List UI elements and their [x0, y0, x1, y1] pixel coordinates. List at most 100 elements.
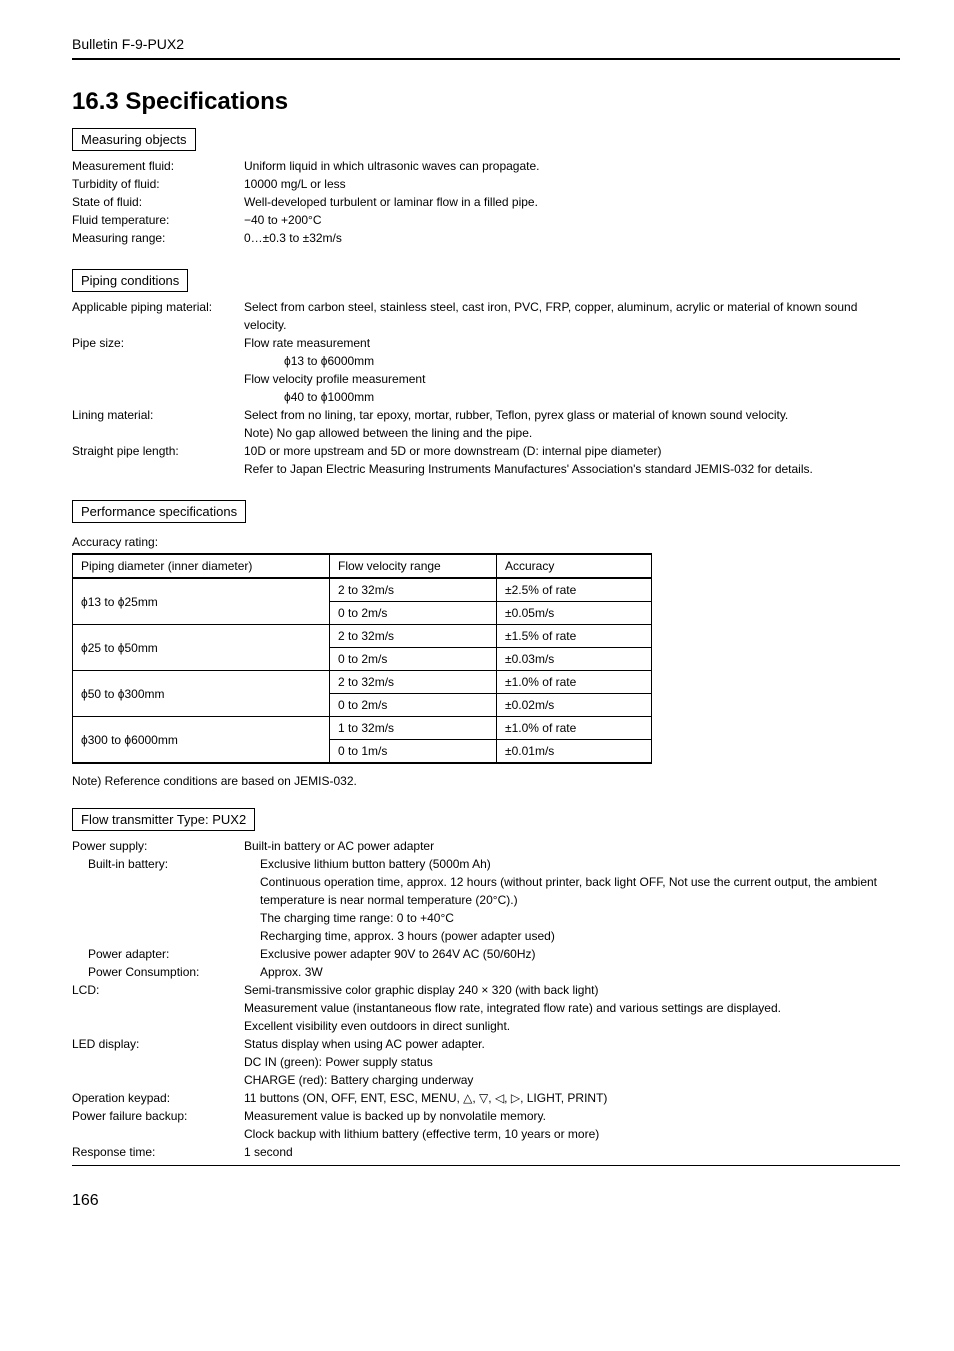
spec-value: Status display when using AC power adapt…: [244, 1035, 900, 1089]
table-cell: 0 to 2m/s: [330, 694, 497, 717]
spec-value-line: Select from no lining, tar epoxy, mortar…: [244, 406, 900, 424]
accuracy-heading: Accuracy rating:: [72, 535, 900, 549]
spec-value-line: Exclusive lithium button battery (5000m …: [260, 855, 900, 873]
spec-row: LED display:Status display when using AC…: [72, 1035, 900, 1089]
spec-value: 1 second: [244, 1143, 900, 1161]
spec-value: Measurement value is backed up by nonvol…: [244, 1107, 900, 1143]
spec-value-line: Measurement value is backed up by nonvol…: [244, 1107, 900, 1125]
spec-row: Power Consumption:Approx. 3W: [72, 963, 900, 981]
spec-value: Exclusive lithium button battery (5000m …: [260, 855, 900, 945]
spec-value-line: Note) No gap allowed between the lining …: [244, 424, 900, 442]
table-cell: ±1.0% of rate: [497, 671, 652, 694]
spec-label: Straight pipe length:: [72, 442, 244, 460]
spec-value-line: Excellent visibility even outdoors in di…: [244, 1017, 900, 1035]
spec-value-line: Clock backup with lithium battery (effec…: [244, 1125, 900, 1143]
spec-value-line: Flow velocity profile measurement: [244, 370, 900, 388]
spec-value-line: Semi-transmissive color graphic display …: [244, 981, 900, 999]
table-cell: ±0.03m/s: [497, 648, 652, 671]
section-title: 16.3 Specifications: [72, 88, 900, 116]
spec-label: LCD:: [72, 981, 244, 999]
spec-value-line: Flow rate measurement: [244, 334, 900, 352]
table-cell: ±0.05m/s: [497, 602, 652, 625]
spec-row: Response time:1 second: [72, 1143, 900, 1161]
box-piping-conditions: Piping conditions: [72, 269, 188, 292]
spec-row: LCD:Semi-transmissive color graphic disp…: [72, 981, 900, 1035]
spec-value-line: The charging time range: 0 to +40°C: [260, 909, 900, 927]
table-header: Accuracy: [497, 554, 652, 578]
spec-value: Select from carbon steel, stainless stee…: [244, 298, 900, 334]
spec-value: 10D or more upstream and 5D or more down…: [244, 442, 900, 478]
spec-value-line: Select from carbon steel, stainless stee…: [244, 298, 900, 334]
spec-label: Power Consumption:: [72, 963, 260, 981]
piping-conditions-block: Applicable piping material:Select from c…: [72, 298, 900, 478]
spec-row: Measurement fluid:Uniform liquid in whic…: [72, 157, 900, 175]
spec-label: Lining material:: [72, 406, 244, 424]
spec-value: 0…±0.3 to ±32m/s: [244, 229, 900, 247]
spec-value: Exclusive power adapter 90V to 264V AC (…: [260, 945, 900, 963]
table-cell-diameter: ϕ13 to ϕ25mm: [73, 578, 330, 625]
box-measuring-objects: Measuring objects: [72, 128, 196, 151]
accuracy-note: Note) Reference conditions are based on …: [72, 774, 900, 788]
spec-label: State of fluid:: [72, 193, 244, 211]
spec-row: Measuring range:0…±0.3 to ±32m/s: [72, 229, 900, 247]
spec-value-line: 1 second: [244, 1143, 900, 1161]
table-cell: 1 to 32m/s: [330, 717, 497, 740]
spec-value-line: Continuous operation time, approx. 12 ho…: [260, 873, 900, 909]
spec-value: Semi-transmissive color graphic display …: [244, 981, 900, 1035]
spec-label: Power failure backup:: [72, 1107, 244, 1125]
table-cell-diameter: ϕ25 to ϕ50mm: [73, 625, 330, 671]
spec-value-line: Built-in battery or AC power adapter: [244, 837, 900, 855]
spec-value: Select from no lining, tar epoxy, mortar…: [244, 406, 900, 442]
spec-value-line: 10D or more upstream and 5D or more down…: [244, 442, 900, 460]
spec-value: Flow rate measurementϕ13 to ϕ6000mmFlow …: [244, 334, 900, 406]
table-cell: ±0.02m/s: [497, 694, 652, 717]
spec-label: Power adapter:: [72, 945, 260, 963]
spec-value-line: Recharging time, approx. 3 hours (power …: [260, 927, 900, 945]
spec-row: Power failure backup:Measurement value i…: [72, 1107, 900, 1143]
spec-label: Measurement fluid:: [72, 157, 244, 175]
table-cell: 0 to 1m/s: [330, 740, 497, 764]
spec-value-line: Refer to Japan Electric Measuring Instru…: [244, 460, 900, 478]
table-cell: 0 to 2m/s: [330, 602, 497, 625]
spec-label: Pipe size:: [72, 334, 244, 352]
flow-transmitter-block: Power supply:Built-in battery or AC powe…: [72, 837, 900, 1161]
spec-value-line: Approx. 3W: [260, 963, 900, 981]
spec-row: Lining material:Select from no lining, t…: [72, 406, 900, 442]
spec-value-line: 11 buttons (ON, OFF, ENT, ESC, MENU, △, …: [244, 1089, 900, 1107]
spec-label: Built-in battery:: [72, 855, 260, 873]
spec-value-line: DC IN (green): Power supply status: [244, 1053, 900, 1071]
spec-row: Power supply:Built-in battery or AC powe…: [72, 837, 900, 855]
spec-value-line: Status display when using AC power adapt…: [244, 1035, 900, 1053]
spec-row: Power adapter:Exclusive power adapter 90…: [72, 945, 900, 963]
spec-value-line: Measurement value (instantaneous flow ra…: [244, 999, 900, 1017]
measuring-objects-block: Measurement fluid:Uniform liquid in whic…: [72, 157, 900, 247]
table-cell: 2 to 32m/s: [330, 671, 497, 694]
spec-row: Fluid temperature:−40 to +200°C: [72, 211, 900, 229]
box-flow-transmitter: Flow transmitter Type: PUX2: [72, 808, 255, 831]
box-performance: Performance specifications: [72, 500, 246, 523]
bottom-rule: [72, 1165, 900, 1166]
spec-row: Applicable piping material:Select from c…: [72, 298, 900, 334]
spec-value: Built-in battery or AC power adapter: [244, 837, 900, 855]
page-number: 166: [72, 1192, 900, 1210]
spec-value-line: ϕ13 to ϕ6000mm: [244, 352, 900, 370]
spec-value-line: Exclusive power adapter 90V to 264V AC (…: [260, 945, 900, 963]
spec-label: Power supply:: [72, 837, 244, 855]
spec-label: Fluid temperature:: [72, 211, 244, 229]
spec-label: Operation keypad:: [72, 1089, 244, 1107]
spec-value: Approx. 3W: [260, 963, 900, 981]
spec-value-line: CHARGE (red): Battery charging underway: [244, 1071, 900, 1089]
spec-value: Well-developed turbulent or laminar flow…: [244, 193, 900, 211]
spec-value: 11 buttons (ON, OFF, ENT, ESC, MENU, △, …: [244, 1089, 900, 1107]
spec-row: Turbidity of fluid:10000 mg/L or less: [72, 175, 900, 193]
spec-row: Straight pipe length:10D or more upstrea…: [72, 442, 900, 478]
table-header: Flow velocity range: [330, 554, 497, 578]
spec-value: 10000 mg/L or less: [244, 175, 900, 193]
spec-row: Built-in battery:Exclusive lithium butto…: [72, 855, 900, 945]
bulletin-header: Bulletin F-9-PUX2: [72, 36, 900, 52]
table-cell: ±2.5% of rate: [497, 578, 652, 602]
spec-label: Measuring range:: [72, 229, 244, 247]
table-cell: 2 to 32m/s: [330, 578, 497, 602]
table-cell-diameter: ϕ50 to ϕ300mm: [73, 671, 330, 717]
spec-row: Operation keypad:11 buttons (ON, OFF, EN…: [72, 1089, 900, 1107]
